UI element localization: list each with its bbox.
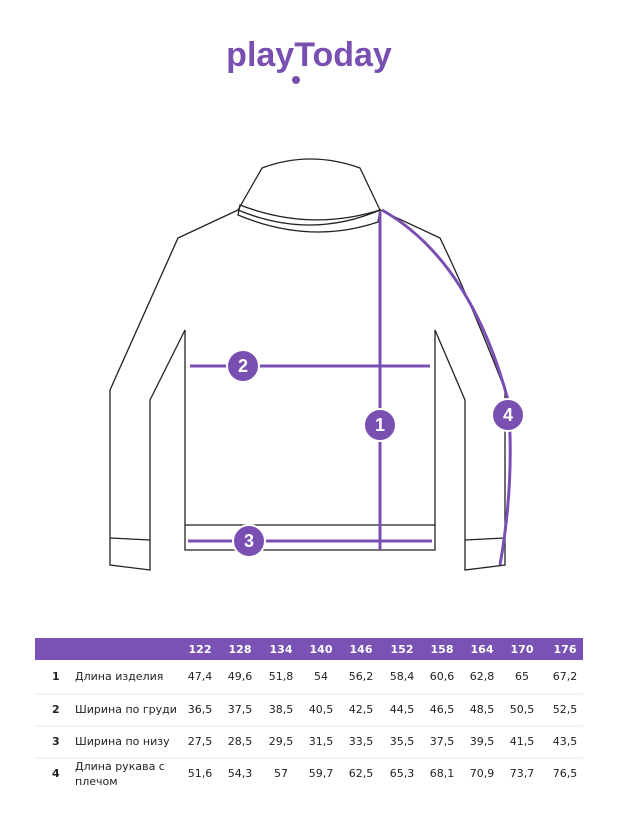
value-cell: 28,5: [228, 735, 253, 748]
value-cell: 54: [314, 670, 328, 683]
logo: playToday: [226, 36, 392, 74]
header-cell: 134: [270, 643, 293, 656]
header-cell: 128: [229, 643, 252, 656]
value-cell: 37,5: [228, 703, 253, 716]
value-cell: 38,5: [269, 703, 294, 716]
sweater-drawing: [109, 158, 506, 571]
table-header-bg: [35, 638, 583, 660]
value-cell: 31,5: [309, 735, 334, 748]
row-number: 2: [52, 703, 60, 716]
header-cell: 122: [189, 643, 212, 656]
header-cell: 152: [391, 643, 414, 656]
value-cell: 59,7: [309, 767, 334, 780]
header-cell: 176: [554, 643, 577, 656]
marker-circle: [226, 349, 260, 383]
value-cell: 65: [515, 670, 529, 683]
row-label: Ширина по груди: [75, 703, 177, 716]
value-cell: 35,5: [390, 735, 415, 748]
value-cell: 62,8: [470, 670, 495, 683]
value-cell: 42,5: [349, 703, 374, 716]
marker-label: 1: [375, 415, 385, 435]
value-cell: 56,2: [349, 670, 374, 683]
value-cell: 73,7: [510, 767, 535, 780]
value-cell: 49,6: [228, 670, 253, 683]
value-cell: 65,3: [390, 767, 415, 780]
value-cell: 47,4: [188, 670, 213, 683]
value-cell: 68,1: [430, 767, 455, 780]
header-cell: 140: [310, 643, 333, 656]
value-cell: 46,5: [430, 703, 455, 716]
header-cell: 158: [431, 643, 454, 656]
value-cell: 27,5: [188, 735, 213, 748]
value-cell: 54,3: [228, 767, 253, 780]
header-cell: 170: [511, 643, 534, 656]
value-cell: 76,5: [553, 767, 578, 780]
row-label: Ширина по низу: [75, 735, 170, 748]
row-label-line: плечом: [75, 775, 118, 788]
marker-label: 4: [503, 405, 513, 425]
value-cell: 60,6: [430, 670, 455, 683]
header-cell: 164: [471, 643, 494, 656]
measure-lines: [188, 208, 512, 566]
value-cell: 51,8: [269, 670, 294, 683]
value-cell: 57: [274, 767, 288, 780]
row-label-line: Длина рукава с: [75, 760, 165, 773]
value-cell: 67,2: [553, 670, 578, 683]
value-cell: 70,9: [470, 767, 495, 780]
marker-circle: [491, 398, 525, 432]
value-cell: 29,5: [269, 735, 294, 748]
value-cell: 36,5: [188, 703, 213, 716]
value-cell: 37,5: [430, 735, 455, 748]
value-cell: 43,5: [553, 735, 578, 748]
marker-circle: [232, 524, 266, 558]
marker-label: 2: [238, 356, 248, 376]
value-cell: 52,5: [553, 703, 578, 716]
value-cell: 40,5: [309, 703, 334, 716]
marker-circle: [363, 408, 397, 442]
value-cell: 48,5: [470, 703, 495, 716]
value-cell: 58,4: [390, 670, 415, 683]
value-cell: 41,5: [510, 735, 535, 748]
value-cell: 50,5: [510, 703, 535, 716]
row-label: Длина изделия: [75, 670, 163, 683]
value-cell: 39,5: [470, 735, 495, 748]
value-cell: 44,5: [390, 703, 415, 716]
row-number: 3: [52, 735, 60, 748]
header-cell: 146: [350, 643, 373, 656]
marker-label: 3: [244, 531, 254, 551]
value-cell: 51,6: [188, 767, 213, 780]
row-number: 4: [52, 767, 60, 780]
row-label: Длина рукава с плечом: [75, 760, 165, 788]
value-cell: 62,5: [349, 767, 374, 780]
logo-dot: [292, 76, 300, 84]
value-cell: 33,5: [349, 735, 374, 748]
row-number: 1: [52, 670, 60, 683]
